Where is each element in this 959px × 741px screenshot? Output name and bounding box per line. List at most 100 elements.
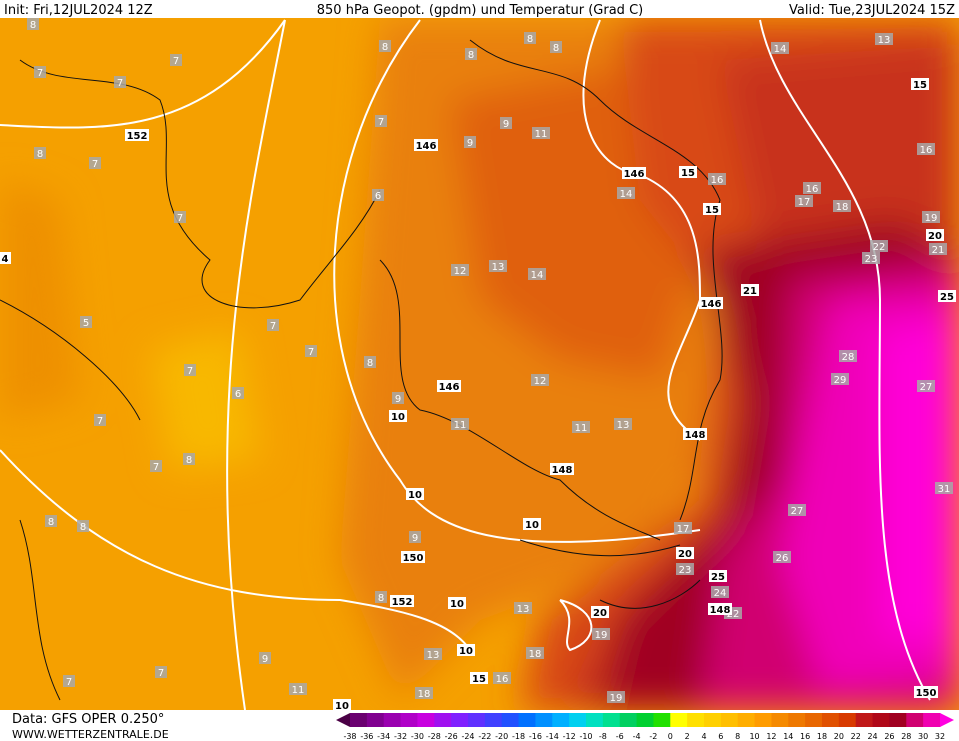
temperature-label-box <box>232 387 244 399</box>
geopotential-label-box <box>0 252 11 264</box>
temperature-label: 13 <box>617 420 630 431</box>
colorbar-swatch <box>434 713 452 727</box>
colorbar-swatch <box>417 713 435 727</box>
temperature-label: 13 <box>492 262 505 273</box>
temperature-label-box <box>922 211 940 223</box>
geopotential-label: 10 <box>459 646 473 657</box>
temperature-label: 31 <box>938 484 951 495</box>
geopotential-label-box <box>708 603 732 615</box>
temperature-label-box <box>831 373 849 385</box>
colorbar-swatch <box>754 713 772 727</box>
temperature-label: 8 <box>367 358 373 369</box>
temperature-label-box <box>34 147 46 159</box>
geopotential-label-box <box>406 488 424 500</box>
temperature-label: 6 <box>375 191 381 202</box>
temperature-label: 21 <box>932 245 945 256</box>
temperature-label-box <box>917 380 935 392</box>
temperature-label-box <box>379 40 391 52</box>
temperature-label: 7 <box>187 366 193 377</box>
colorbar-swatch <box>889 713 907 727</box>
colorbar-swatch <box>602 713 621 727</box>
temperature-label: 12 <box>534 376 547 387</box>
colorbar-label: -26 <box>445 732 458 741</box>
colorbar-label: 16 <box>800 732 810 741</box>
temperature-label: 9 <box>412 533 418 544</box>
geopotential-label-box <box>448 597 466 609</box>
temperature-label: 8 <box>553 43 559 54</box>
geopotential-label: 150 <box>403 553 424 564</box>
geopotential-label-box <box>591 606 609 618</box>
temperature-label-box <box>833 200 851 212</box>
colorbar-label: 20 <box>834 732 844 741</box>
temperature-label: 8 <box>186 455 192 466</box>
geopotential-label: 152 <box>127 131 148 142</box>
geopotential-label: 148 <box>685 430 706 441</box>
temperature-label-box <box>77 520 89 532</box>
colorbar-swatch <box>569 713 587 727</box>
colorbar-label: -30 <box>411 732 424 741</box>
geopotential-label: 15 <box>913 80 927 91</box>
temperature-label: 18 <box>529 649 542 660</box>
colorbar-swatch <box>670 713 688 727</box>
geopotential-label: 10 <box>335 701 349 712</box>
temperature-label-box <box>531 374 549 386</box>
temperature-label: 8 <box>80 522 86 533</box>
colorbar-label: -12 <box>563 732 576 741</box>
temperature-label-box <box>614 418 632 430</box>
colorbar-label: 24 <box>867 732 877 741</box>
temperature-label: 27 <box>920 382 933 393</box>
temperature-label-box <box>267 319 279 331</box>
website: WWW.WETTERZENTRALE.DE <box>12 728 169 741</box>
geopotential-label-box <box>390 595 414 607</box>
geopotential-label: 10 <box>450 599 464 610</box>
geopotential-label: 152 <box>392 597 413 608</box>
geopotential-label: 10 <box>391 412 405 423</box>
geopotential-label: 15 <box>705 205 719 216</box>
colorbar-swatch <box>838 713 857 727</box>
geopotential-label: 148 <box>552 465 573 476</box>
colorbar-label: 30 <box>918 732 928 741</box>
temperature-label: 7 <box>378 117 384 128</box>
temperature-label-box <box>289 683 307 695</box>
temperature-label-box <box>94 414 106 426</box>
colorbar-label: -18 <box>512 732 525 741</box>
temperature-label: 6 <box>235 389 241 400</box>
temperature-label: 7 <box>270 321 276 332</box>
geopotential-label: 15 <box>681 168 695 179</box>
colorbar-swatch <box>451 713 469 727</box>
temperature-label: 9 <box>395 394 401 405</box>
temperature-label-box <box>174 211 186 223</box>
colorbar-swatch <box>501 713 520 727</box>
temperature-label: 7 <box>158 668 164 679</box>
temperature-label-box <box>528 268 546 280</box>
colorbar-swatch <box>822 713 840 727</box>
colorbar-swatch <box>653 713 671 727</box>
temperature-label-box <box>305 345 317 357</box>
temperature-label-box <box>150 460 162 472</box>
geopotential-label-box <box>709 570 727 582</box>
geopotential-label-box <box>911 78 929 90</box>
colorbar-label: -2 <box>649 732 657 741</box>
temperature-label: 13 <box>427 650 440 661</box>
colorbar-swatch <box>855 713 874 727</box>
temperature-label: 11 <box>535 129 548 140</box>
temperature-label-box <box>929 243 947 255</box>
temperature-label: 19 <box>925 213 938 224</box>
geopotential-label-box <box>550 463 574 475</box>
temperature-label: 28 <box>842 352 855 363</box>
geopotential-label-box <box>741 284 759 296</box>
temperature-label: 16 <box>920 145 933 156</box>
temperature-label-box <box>184 364 196 376</box>
temperature-label: 29 <box>834 375 847 386</box>
map <box>0 18 959 710</box>
colorbar-label: 0 <box>668 732 673 741</box>
temperature-label-box <box>34 66 46 78</box>
temperature-label: 8 <box>37 149 43 160</box>
temperature-label-box <box>489 260 507 272</box>
colorbar-swatch <box>704 713 722 727</box>
colorbar-swatch <box>636 713 654 727</box>
temperature-label-box <box>451 418 469 430</box>
temperature-label: 8 <box>527 34 533 45</box>
colorbar-label: 10 <box>749 732 759 741</box>
temperature-label-box <box>364 356 376 368</box>
